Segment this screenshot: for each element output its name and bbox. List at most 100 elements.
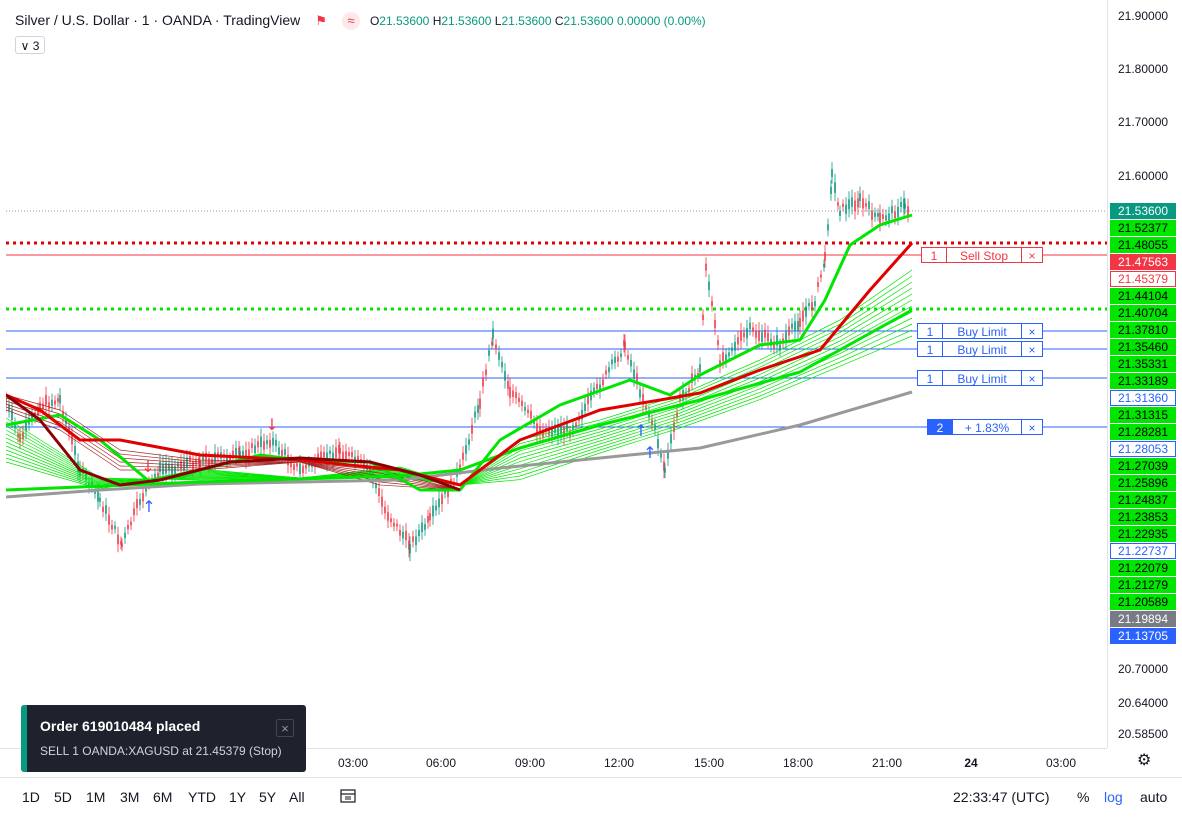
range-button-5y[interactable]: 5Y	[259, 789, 277, 805]
candle-body	[424, 524, 426, 530]
range-button-1d[interactable]: 1D	[22, 789, 40, 805]
order-label[interactable]: + 1.83%	[964, 421, 1010, 435]
candle-body	[263, 440, 265, 450]
candle-body	[599, 384, 601, 392]
candle-body	[409, 544, 411, 554]
candle-body	[611, 359, 613, 365]
range-button-all[interactable]: All	[289, 789, 305, 805]
candle-body	[399, 530, 401, 536]
notification-title: Order 619010484 placed	[40, 718, 201, 734]
candle-body	[842, 203, 844, 207]
order-quantity[interactable]: 1	[918, 342, 943, 357]
order-quantity[interactable]: 2	[928, 420, 953, 435]
symbol-title[interactable]: Silver / U.S. Dollar · 1 · OANDA · Tradi…	[15, 12, 301, 28]
log-toggle[interactable]: log	[1104, 789, 1123, 805]
candle-body	[257, 441, 259, 448]
order-label[interactable]: Buy Limit	[957, 325, 1007, 339]
candle-body	[183, 461, 185, 471]
candle-body	[278, 447, 280, 455]
candle-body	[226, 455, 228, 462]
candle-body	[670, 434, 672, 444]
clock[interactable]: 22:33:47 (UTC)	[953, 789, 1050, 805]
candle-body	[54, 400, 56, 405]
price-label: 21.22935	[1110, 526, 1176, 542]
price-tick: 20.70000	[1118, 662, 1169, 676]
candle-body	[805, 306, 807, 317]
close-icon[interactable]: ×	[276, 719, 294, 737]
price-scale[interactable]: 21.90000 21.80000 21.70000 21.60000 20.70000…	[1107, 0, 1182, 748]
close-icon[interactable]: ×	[1021, 371, 1042, 386]
order-quantity[interactable]: 1	[918, 324, 943, 339]
candle-body	[42, 403, 44, 410]
candle-body	[432, 505, 434, 517]
flag-icon[interactable]: ⚑	[315, 13, 327, 29]
candle-body	[811, 302, 813, 311]
indicator-icon[interactable]: ≈	[342, 12, 361, 31]
order-tag[interactable]: 1 Buy Limit ×	[917, 370, 1043, 386]
price-tick: 21.90000	[1118, 9, 1169, 23]
order-quantity[interactable]: 1	[918, 371, 943, 386]
candle-body	[639, 389, 641, 398]
candle-body	[560, 424, 562, 435]
candle-body	[752, 327, 754, 332]
date-range-icon[interactable]	[338, 786, 358, 809]
auto-toggle[interactable]: auto	[1140, 789, 1168, 805]
close-icon[interactable]: ×	[1021, 248, 1042, 263]
order-tag[interactable]: 1 Sell Stop ×	[921, 247, 1043, 263]
candle-body	[214, 452, 216, 463]
range-button-ytd[interactable]: YTD	[188, 789, 216, 805]
candle-body	[605, 370, 607, 375]
range-button-3m[interactable]: 3M	[120, 789, 140, 805]
candle-body	[130, 521, 132, 526]
candle-body	[572, 425, 574, 431]
price-label: 21.35460	[1110, 339, 1176, 355]
order-tag[interactable]: 2 + 1.83% ×	[927, 419, 1043, 435]
order-label[interactable]: Buy Limit	[957, 343, 1007, 357]
close-icon[interactable]: ×	[1021, 342, 1042, 357]
candle-body	[305, 464, 307, 469]
candle-body	[521, 400, 523, 406]
candle-body	[384, 506, 386, 514]
order-label[interactable]: Sell Stop	[959, 249, 1009, 263]
price-chart[interactable]: ↓ ↓ ↑ ↑ ↑	[6, 3, 1107, 748]
indicators-toggle-button[interactable]: ∨ 3	[15, 36, 45, 54]
candle-body	[512, 390, 514, 398]
percent-toggle[interactable]: %	[1077, 789, 1090, 805]
candle-body	[495, 344, 497, 350]
chart-legend: Silver / U.S. Dollar · 1 · OANDA · Tradi…	[15, 12, 706, 31]
candle-body	[117, 534, 119, 545]
range-button-6m[interactable]: 6M	[153, 789, 173, 805]
candle-body	[396, 523, 398, 527]
candle-body	[587, 395, 589, 405]
candle-body	[581, 410, 583, 420]
candle-body	[248, 449, 250, 459]
candle-body	[888, 213, 890, 221]
close-icon[interactable]: ×	[1021, 324, 1042, 339]
candle-body	[854, 200, 856, 212]
price-label: 21.22737	[1110, 543, 1176, 559]
ema-ribbon-line	[6, 281, 913, 486]
candle-body	[251, 443, 253, 449]
order-tag[interactable]: 1 Buy Limit ×	[917, 341, 1043, 357]
candle-body	[907, 206, 909, 215]
range-button-1m[interactable]: 1M	[86, 789, 106, 805]
sell-signal-icon: ↓	[141, 457, 154, 476]
candle-body	[239, 451, 241, 457]
range-button-1y[interactable]: 1Y	[229, 789, 247, 805]
order-quantity[interactable]: 1	[922, 248, 947, 263]
candle-body	[171, 464, 173, 475]
order-tag[interactable]: 1 Buy Limit ×	[917, 323, 1043, 339]
order-label[interactable]: Buy Limit	[957, 372, 1007, 386]
close-icon[interactable]: ×	[1021, 420, 1042, 435]
candle-body	[412, 536, 414, 542]
price-label: 21.53600	[1110, 203, 1176, 219]
range-button-5d[interactable]: 5D	[54, 789, 72, 805]
candle-body	[105, 505, 107, 514]
gear-icon[interactable]: ⚙	[1137, 752, 1152, 769]
candle-body	[45, 394, 47, 406]
candle-body	[114, 525, 116, 529]
candle-body	[725, 354, 727, 362]
candle-body	[507, 381, 509, 389]
candle-body	[663, 461, 665, 471]
candle-body	[785, 331, 787, 342]
